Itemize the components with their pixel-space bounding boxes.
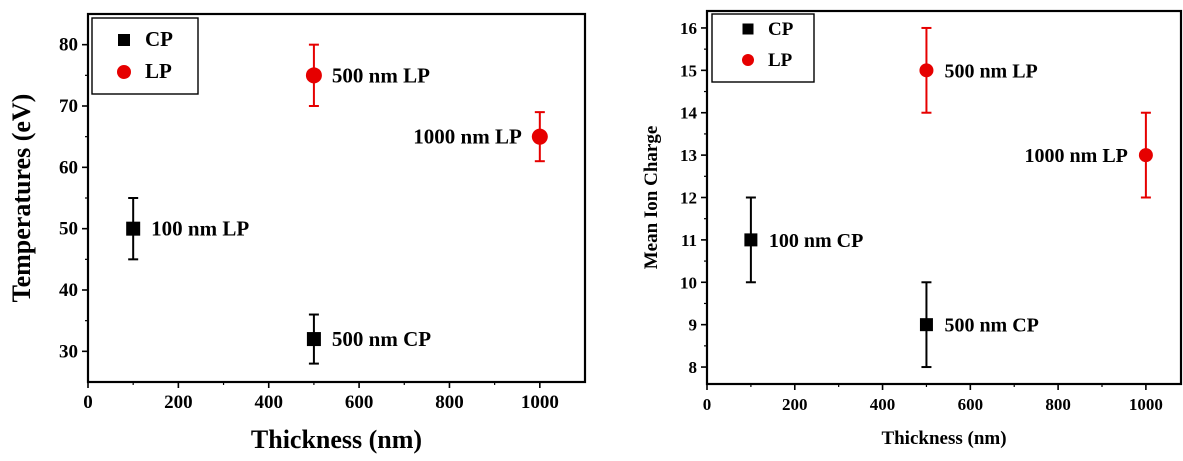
right-x-tick-label: 600 (958, 395, 984, 414)
right-annotation: 500 nm LP (944, 60, 1037, 82)
right-legend-marker-cp (742, 23, 754, 35)
right-y-tick-label: 16 (680, 19, 697, 38)
right-point-lp-500 (919, 63, 934, 78)
left-annotation: 500 nm CP (332, 327, 431, 351)
left-x-tick-label: 200 (164, 392, 193, 413)
left-legend-label-lp: LP (145, 59, 172, 83)
left-y-tick-label: 60 (59, 157, 78, 178)
right-annotation: 1000 nm LP (1025, 145, 1128, 167)
right-y-tick-label: 12 (680, 189, 697, 208)
left-y-tick-label: 30 (59, 341, 78, 362)
right-y-tick-label: 9 (689, 316, 698, 335)
right-x-tick-label: 0 (703, 395, 712, 414)
right-legend-box (711, 13, 815, 83)
right-point-cp-100 (744, 233, 758, 247)
right-y-tick-label: 14 (680, 104, 698, 123)
chart-temperatures: 0 200 400 600 800 1000 30 40 50 60 70 80 Thickness (… (7, 12, 587, 454)
left-x-tick-label: 600 (345, 392, 374, 413)
right-legend-label-lp: LP (768, 50, 793, 71)
left-x-tick-label: 800 (435, 392, 464, 413)
right-y-tick-label: 13 (680, 146, 697, 165)
right-legend-marker-lp (742, 54, 754, 66)
right-point-cp-500 (919, 318, 933, 332)
left-x-tick-label: 400 (254, 392, 283, 413)
right-x-axis-title: Thickness (nm) (881, 428, 1006, 449)
left-legend-label-cp: CP (145, 27, 173, 51)
right-annotation: 100 nm CP (769, 230, 863, 252)
left-legend-marker-cp (118, 34, 130, 46)
right-y-axis-title: Mean Ion Charge (641, 126, 662, 270)
left-x-tick-label: 1000 (521, 392, 559, 413)
left-point-lp-1000 (531, 128, 548, 145)
left-point-cp-100 (126, 221, 141, 236)
left-point-cp-500 (306, 332, 321, 347)
right-x-tick-label: 200 (782, 395, 808, 414)
right-y-tick-label: 11 (681, 231, 697, 250)
right-x-tick-label: 800 (1045, 395, 1071, 414)
left-x-axis-title: Thickness (nm) (251, 425, 422, 454)
left-annotation: 1000 nm LP (413, 125, 522, 149)
right-y-tick-label: 15 (680, 61, 697, 80)
left-point-lp-500 (305, 67, 322, 84)
left-legend-box (91, 17, 199, 95)
left-annotation: 500 nm LP (332, 63, 430, 87)
chart-mean-ion-charge: 0 200 400 600 800 1000 8 9 10 11 12 13 14 15 16 Thickne… (641, 9, 1183, 449)
right-x-tick-label: 400 (870, 395, 896, 414)
left-y-tick-label: 80 (59, 35, 78, 56)
left-y-tick-label: 40 (59, 280, 78, 301)
right-y-tick-label: 10 (680, 273, 697, 292)
left-annotation: 100 nm LP (151, 217, 249, 241)
left-x-tick-label: 0 (83, 392, 93, 413)
left-y-tick-label: 70 (59, 96, 78, 117)
left-legend-marker-lp (117, 65, 131, 79)
left-y-tick-label: 50 (59, 219, 78, 240)
left-y-axis-title: Temperatures (eV) (7, 94, 36, 303)
right-legend-label-cp: CP (768, 19, 794, 40)
right-x-tick-label: 1000 (1129, 395, 1163, 414)
right-point-lp-1000 (1138, 148, 1153, 163)
right-annotation: 500 nm CP (944, 315, 1038, 337)
right-y-tick-label: 8 (689, 358, 698, 377)
